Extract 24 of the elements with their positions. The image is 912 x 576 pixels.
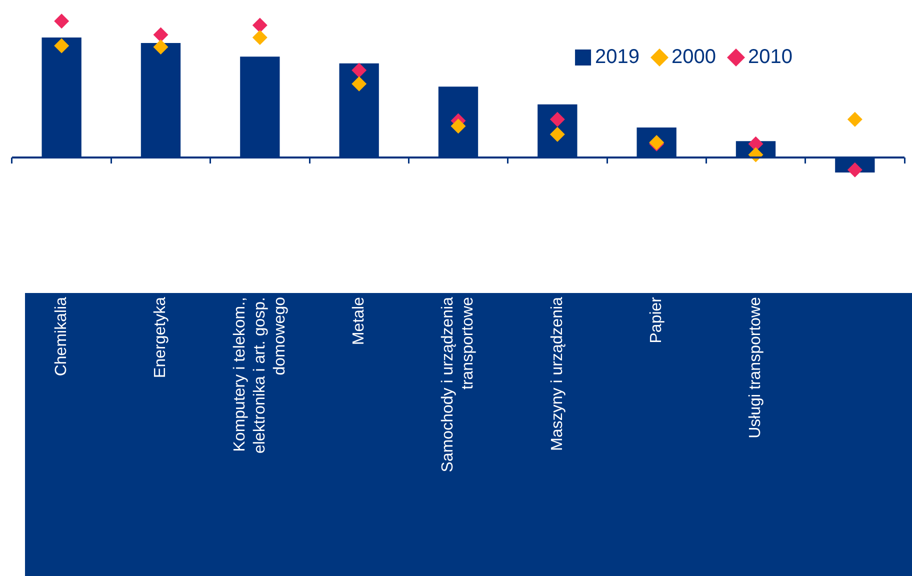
x-tick-label: Samochody i urządzenia transportowe bbox=[440, 296, 477, 472]
point bbox=[54, 14, 70, 29]
legend-label: 2010 bbox=[748, 46, 793, 68]
x-tick-label: Komputery i telekom., elektronika i art. gosp. domowego bbox=[231, 296, 288, 454]
point bbox=[54, 38, 70, 54]
point bbox=[252, 18, 268, 33]
x-tick-label: Maszyny i urządzenia bbox=[548, 296, 566, 451]
point bbox=[153, 27, 168, 42]
legend-label: 2019 bbox=[595, 46, 640, 68]
point bbox=[352, 62, 367, 78]
x-tick-label: Papier bbox=[648, 296, 665, 344]
point bbox=[352, 76, 367, 92]
point bbox=[748, 136, 764, 152]
point bbox=[847, 162, 862, 178]
x-tick-label: Energetyka bbox=[152, 296, 170, 378]
point bbox=[252, 30, 268, 46]
x-tick-label: Usługi transportowe bbox=[747, 296, 764, 438]
x-tick-label: Metale bbox=[350, 296, 368, 346]
x-tick-label: Chemikalia bbox=[52, 296, 70, 376]
point bbox=[847, 112, 862, 127]
point bbox=[450, 118, 466, 134]
point bbox=[550, 112, 565, 127]
point bbox=[153, 40, 168, 55]
legend-label: 2000 bbox=[672, 46, 716, 68]
